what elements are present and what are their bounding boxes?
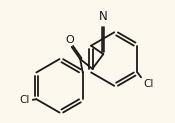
Text: N: N bbox=[99, 10, 108, 23]
Text: O: O bbox=[65, 35, 74, 45]
Text: Cl: Cl bbox=[143, 79, 153, 89]
Text: Cl: Cl bbox=[19, 95, 30, 105]
